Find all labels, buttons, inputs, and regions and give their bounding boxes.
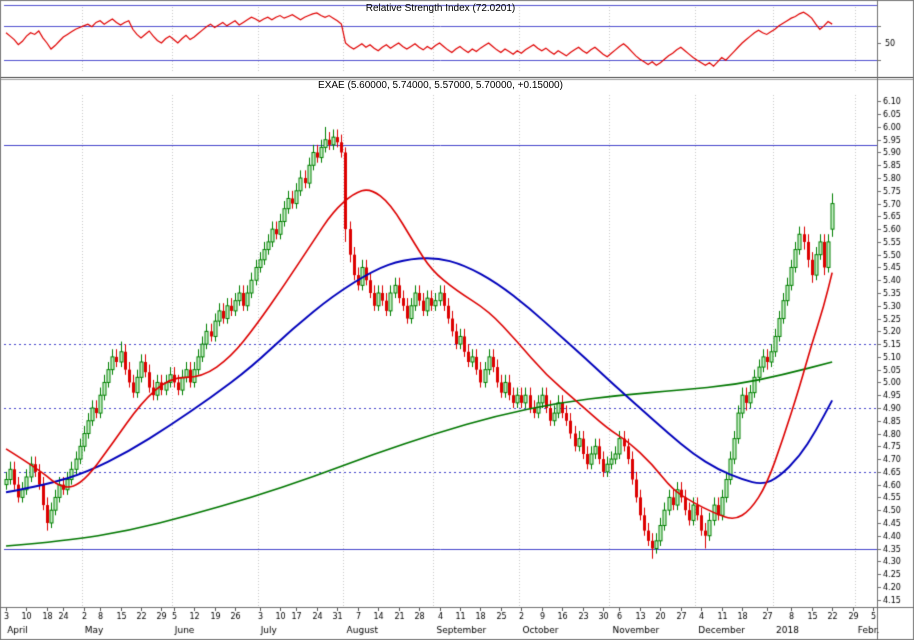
chart-window: Relative Strength Index (72.0201) EXAE (… xyxy=(0,0,914,640)
price-chart-canvas[interactable] xyxy=(0,0,914,640)
